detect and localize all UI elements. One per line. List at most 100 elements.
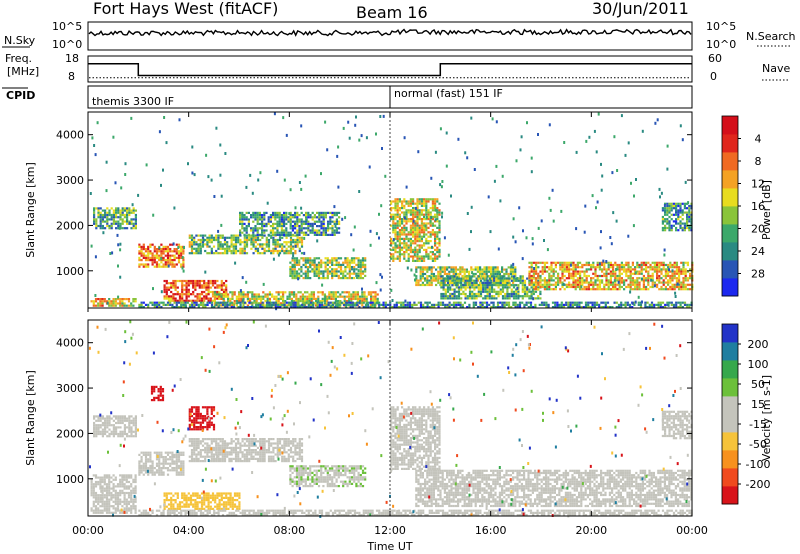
- velocity-yticks: 1000 2000 3000 4000: [56, 337, 692, 486]
- velocity-colorbar-tick-label: -200: [746, 478, 771, 491]
- nsky-panel-frame: [87, 21, 693, 51]
- power-echo-region: [138, 243, 185, 268]
- velocity-colorbar-tick-label: -50: [749, 438, 767, 451]
- velocity-colorbar-swatch: [722, 414, 738, 433]
- velocity-colorbar: 200 100 50 15 -15 -50 -100 -200: [721, 323, 771, 505]
- velocity-colorbar-frame: [721, 323, 739, 505]
- x-axis: 00:00 04:00 08:00 12:00 16:00 20:00 00:00: [72, 112, 708, 537]
- velocity-echo-region: [163, 492, 241, 510]
- velocity-echo-region: [415, 469, 693, 508]
- velocity-colorbar-swatch: [722, 378, 738, 397]
- x-tick-label: 00:00: [676, 524, 708, 537]
- velocity-echo-region: [150, 385, 165, 402]
- velocity-ylabel: Slant Range [km]: [24, 370, 37, 466]
- nsearch-tick-top: 10^5: [706, 20, 736, 33]
- velocity-colorbar-tick-label: -15: [749, 418, 767, 431]
- power-ytick-label: 2000: [56, 219, 84, 232]
- date-title: 30/Jun/2011: [592, 0, 689, 18]
- velocity-echo-region: [188, 406, 216, 431]
- velocity-colorbar-label: Velocity [m s-1]: [760, 375, 773, 461]
- power-ytick-label: 1000: [56, 265, 84, 278]
- x-tick-label: 20:00: [575, 524, 607, 537]
- power-echo-region: [289, 257, 367, 280]
- velocity-scatter: [88, 320, 689, 518]
- velocity-colorbar-tick-label: 15: [751, 398, 765, 411]
- power-colorbar-swatch: [722, 242, 738, 261]
- velocity-echo-region: [93, 415, 137, 438]
- velocity-echo-region: [138, 509, 693, 517]
- velocity-colorbar-swatch: [722, 486, 738, 505]
- freq-tick-top: 18: [65, 52, 79, 65]
- power-yticks: 1000 2000 3000 4000: [56, 129, 692, 278]
- velocity-colorbar-tick-label: 50: [751, 378, 765, 391]
- power-echoes: [89, 112, 694, 311]
- power-echo-region: [163, 279, 228, 302]
- freq-series-line: [88, 63, 692, 77]
- velocity-colorbar-swatch: [722, 324, 738, 343]
- power-colorbar-swatch: [722, 116, 738, 135]
- velocity-colorbar-tick-label: 100: [748, 358, 769, 371]
- power-echo-region: [90, 298, 137, 307]
- velocity-echo-region: [661, 410, 693, 440]
- velocity-colorbar-swatch: [722, 360, 738, 379]
- velocity-colorbar-swatch: [722, 450, 738, 469]
- power-colorbar-tick-label: 24: [751, 245, 765, 258]
- power-colorbar-swatch: [722, 134, 738, 153]
- velocity-colorbar-swatch: [722, 396, 738, 415]
- power-colorbar-swatch: [722, 260, 738, 279]
- cpid-segment-2: normal (fast) 151 IF: [394, 87, 503, 100]
- velocity-echoes: [88, 320, 693, 518]
- x-tick-label: 04:00: [173, 524, 205, 537]
- power-colorbar-swatch: [722, 224, 738, 243]
- power-colorbar-tick-label: 20: [751, 223, 765, 236]
- power-colorbar-swatch: [722, 278, 738, 297]
- power-echo-region: [93, 207, 137, 230]
- power-colorbar: 4 8 12 16 20 24 28: [721, 115, 765, 297]
- beam-title: Beam 16: [356, 3, 428, 22]
- power-colorbar-tick-label: 4: [755, 133, 762, 146]
- nsearch-label: N.Search: [746, 30, 796, 43]
- power-colorbar-swatch: [722, 206, 738, 225]
- x-axis-label: Time UT: [366, 540, 412, 553]
- nsky-series-line: [88, 28, 692, 37]
- velocity-colorbar-swatch: [722, 342, 738, 361]
- velocity-colorbar-swatch: [722, 468, 738, 487]
- power-echo-region: [239, 211, 341, 236]
- velocity-echo-region: [90, 474, 137, 514]
- power-colorbar-swatch: [722, 188, 738, 207]
- power-echo-region: [440, 275, 542, 300]
- power-echo-region: [138, 301, 693, 309]
- power-ytick-label: 4000: [56, 129, 84, 142]
- station-title: Fort Hays West (fitACF): [93, 0, 278, 18]
- power-colorbar-tick-label: 28: [751, 268, 765, 281]
- x-tick-label: 12:00: [374, 524, 406, 537]
- power-colorbar-tick-label: 12: [751, 178, 765, 191]
- freq-panel-frame: [87, 55, 693, 83]
- power-echo-region: [528, 261, 694, 291]
- power-ylabel: Slant Range [km]: [24, 162, 37, 258]
- power-colorbar-tick-label: 8: [755, 155, 762, 168]
- velocity-ytick-label: 3000: [56, 382, 84, 395]
- power-colorbar-tick-label: 16: [751, 200, 765, 213]
- velocity-ytick-label: 1000: [56, 473, 84, 486]
- power-colorbar-swatch: [722, 152, 738, 171]
- x-tick-label: 08:00: [273, 524, 305, 537]
- nave-tick-top: 60: [708, 52, 722, 65]
- nsky-tick-top: 10^5: [52, 20, 82, 33]
- x-tick-label: 16:00: [475, 524, 507, 537]
- velocity-ytick-label: 2000: [56, 427, 84, 440]
- velocity-echo-region: [188, 438, 304, 463]
- power-scatter: [89, 112, 690, 311]
- freq-label-bottom: [MHz]: [7, 65, 39, 78]
- nave-tick-bottom: 0: [710, 70, 717, 83]
- cpid-label: CPID: [6, 89, 35, 102]
- freq-tick-bottom: 8: [68, 70, 75, 83]
- nsearch-tick-bottom: 10^0: [706, 38, 736, 51]
- power-ytick-label: 3000: [56, 174, 84, 187]
- velocity-echo-region: [289, 465, 367, 488]
- power-colorbar-swatch: [722, 170, 738, 189]
- power-echo-region: [390, 198, 441, 262]
- cpid-segment-1: themis 3300 IF: [92, 95, 174, 108]
- nave-label: Nave: [762, 62, 790, 75]
- nsky-tick-bottom: 10^0: [52, 38, 82, 51]
